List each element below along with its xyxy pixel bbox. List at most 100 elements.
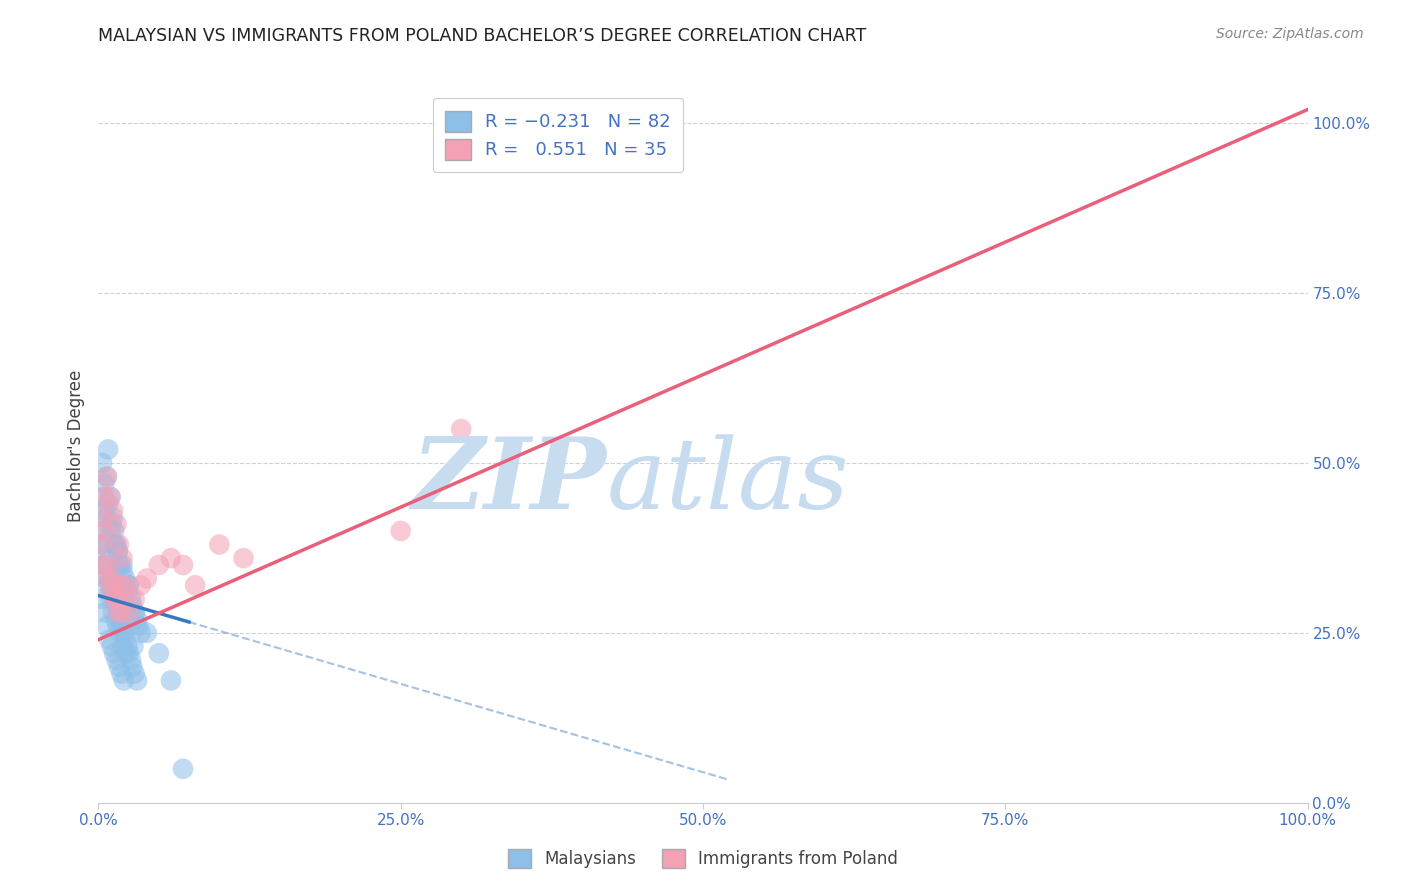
- Point: [172, 558, 194, 572]
- Point: [97, 442, 120, 457]
- Point: [115, 599, 138, 613]
- Point: [108, 537, 131, 551]
- Point: [124, 591, 146, 606]
- Point: [114, 578, 136, 592]
- Point: [111, 551, 134, 566]
- Point: [107, 606, 129, 620]
- Point: [110, 619, 132, 633]
- Point: [100, 490, 122, 504]
- Point: [111, 558, 134, 572]
- Point: [124, 606, 146, 620]
- Point: [118, 578, 141, 592]
- Point: [111, 640, 134, 654]
- Point: [96, 469, 118, 483]
- Point: [100, 517, 122, 532]
- Legend: R = −0.231   N = 82, R =   0.551   N = 35: R = −0.231 N = 82, R = 0.551 N = 35: [433, 98, 683, 172]
- Point: [104, 537, 127, 551]
- Point: [108, 612, 131, 626]
- Point: [101, 503, 124, 517]
- Point: [232, 551, 254, 566]
- Point: [108, 558, 131, 572]
- Point: [103, 578, 125, 592]
- Point: [105, 517, 128, 532]
- Point: [97, 558, 120, 572]
- Point: [100, 524, 122, 538]
- Point: [148, 646, 170, 660]
- Point: [105, 653, 128, 667]
- Point: [100, 490, 122, 504]
- Point: [160, 673, 183, 688]
- Point: [127, 619, 149, 633]
- Point: [103, 524, 125, 538]
- Text: Source: ZipAtlas.com: Source: ZipAtlas.com: [1216, 27, 1364, 41]
- Point: [91, 558, 114, 572]
- Point: [112, 626, 135, 640]
- Point: [135, 572, 157, 586]
- Point: [100, 572, 122, 586]
- Point: [103, 591, 125, 606]
- Point: [101, 585, 124, 599]
- Point: [103, 537, 125, 551]
- Y-axis label: Bachelor's Degree: Bachelor's Degree: [66, 370, 84, 522]
- Point: [110, 578, 132, 592]
- Point: [91, 456, 114, 470]
- Point: [117, 585, 139, 599]
- Point: [127, 673, 149, 688]
- Point: [105, 599, 128, 613]
- Point: [117, 640, 139, 654]
- Point: [107, 619, 129, 633]
- Point: [120, 653, 142, 667]
- Point: [96, 572, 118, 586]
- Point: [97, 497, 120, 511]
- Point: [389, 524, 412, 538]
- Point: [107, 544, 129, 558]
- Point: [110, 606, 132, 620]
- Point: [103, 591, 125, 606]
- Point: [91, 537, 114, 551]
- Point: [114, 591, 136, 606]
- Point: [172, 762, 194, 776]
- Point: [108, 626, 131, 640]
- Point: [107, 591, 129, 606]
- Point: [91, 558, 114, 572]
- Point: [129, 626, 152, 640]
- Point: [121, 660, 143, 674]
- Point: [160, 551, 183, 566]
- Point: [93, 476, 115, 491]
- Point: [118, 578, 141, 592]
- Point: [114, 572, 136, 586]
- Point: [107, 544, 129, 558]
- Legend: Malaysians, Immigrants from Poland: Malaysians, Immigrants from Poland: [502, 842, 904, 875]
- Point: [111, 565, 134, 579]
- Point: [118, 646, 141, 660]
- Point: [96, 510, 118, 524]
- Text: ZIP: ZIP: [412, 434, 606, 530]
- Point: [184, 578, 207, 592]
- Point: [100, 591, 122, 606]
- Point: [93, 503, 115, 517]
- Point: [124, 666, 146, 681]
- Point: [91, 537, 114, 551]
- Point: [101, 510, 124, 524]
- Point: [96, 558, 118, 572]
- Point: [121, 599, 143, 613]
- Point: [112, 673, 135, 688]
- Point: [91, 510, 114, 524]
- Point: [100, 640, 122, 654]
- Point: [118, 619, 141, 633]
- Point: [94, 572, 117, 586]
- Point: [91, 490, 114, 504]
- Point: [93, 606, 115, 620]
- Point: [114, 632, 136, 647]
- Point: [124, 606, 146, 620]
- Point: [120, 591, 142, 606]
- Point: [114, 646, 136, 660]
- Point: [135, 626, 157, 640]
- Point: [110, 666, 132, 681]
- Point: [91, 591, 114, 606]
- Point: [100, 578, 122, 592]
- Point: [111, 578, 134, 592]
- Point: [91, 537, 114, 551]
- Point: [98, 632, 121, 647]
- Text: MALAYSIAN VS IMMIGRANTS FROM POLAND BACHELOR’S DEGREE CORRELATION CHART: MALAYSIAN VS IMMIGRANTS FROM POLAND BACH…: [98, 27, 866, 45]
